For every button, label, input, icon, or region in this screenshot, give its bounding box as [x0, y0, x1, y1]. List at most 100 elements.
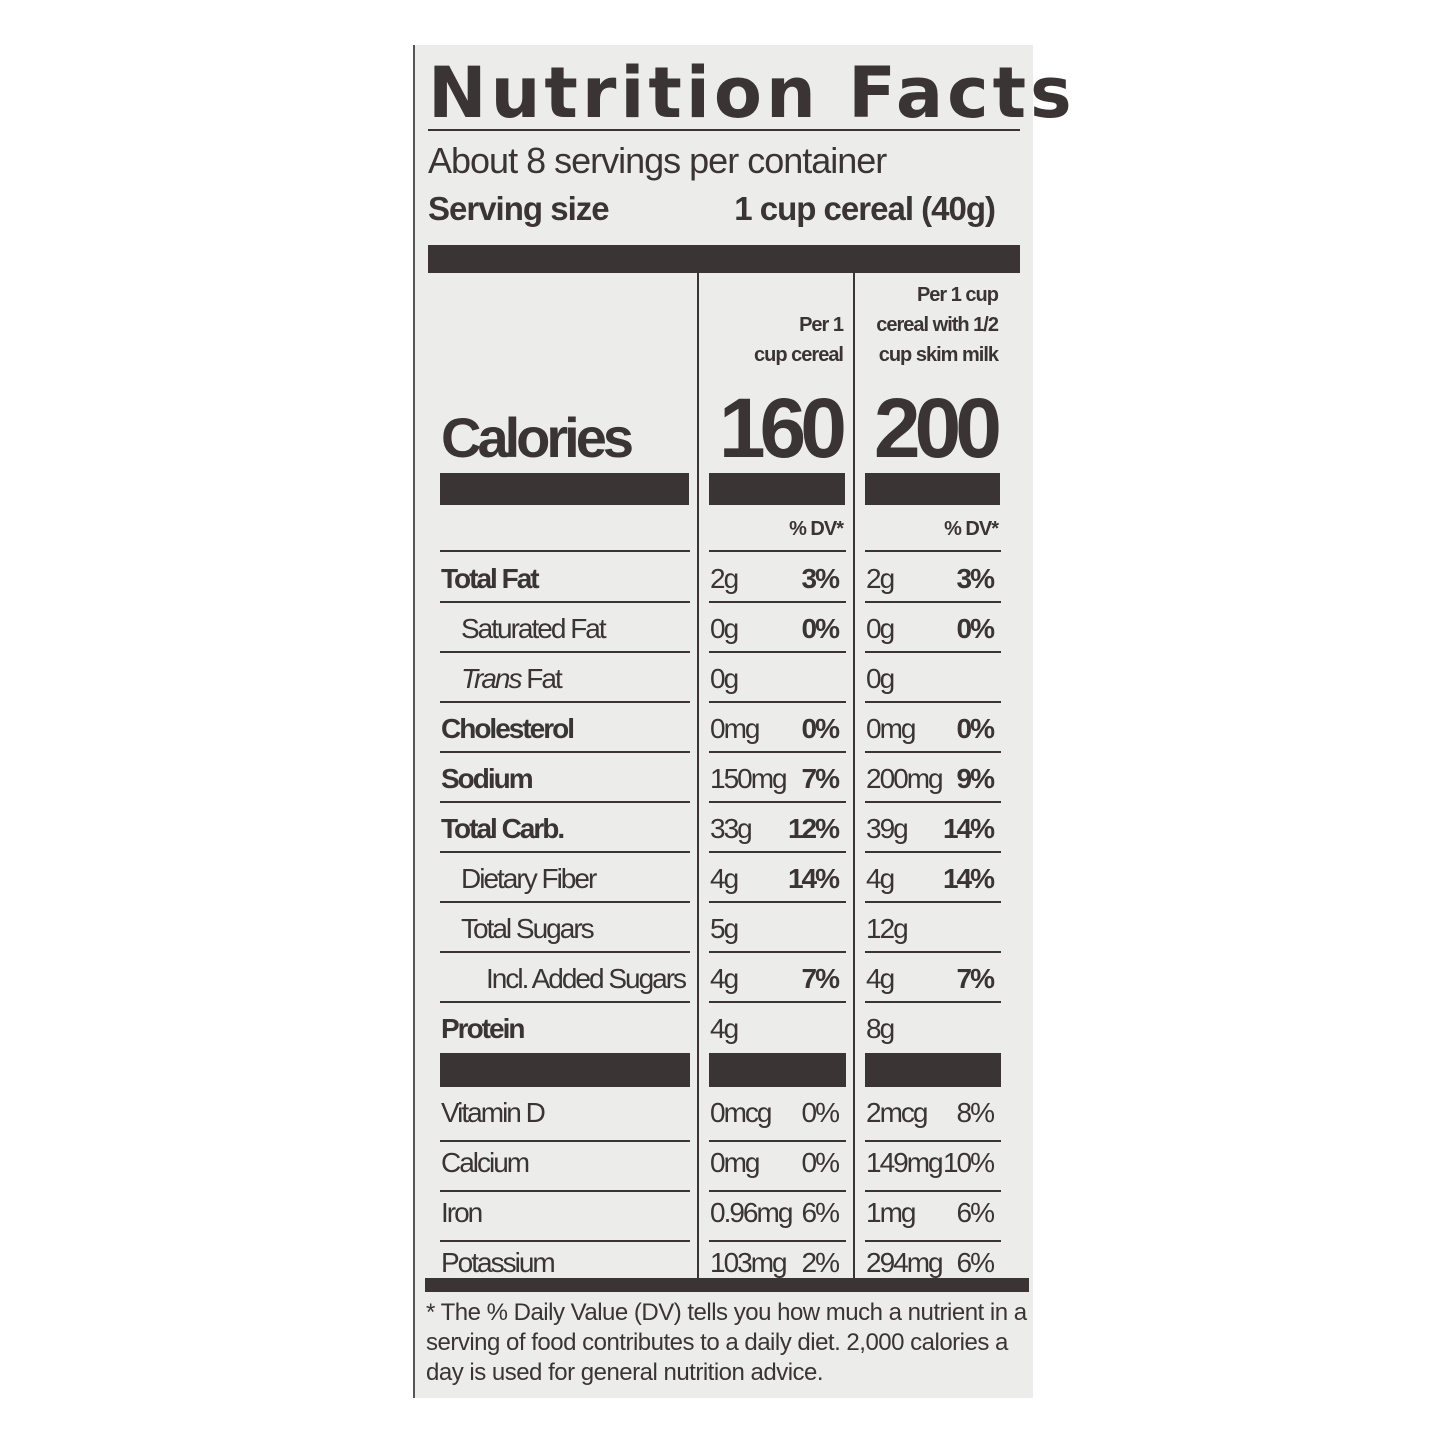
amount-cereal: 5g — [710, 913, 739, 944]
dv-cereal: 14% — [787, 863, 840, 894]
nutrient-name: Trans Fat — [461, 663, 563, 694]
dv-with-milk: 14% — [942, 863, 995, 894]
row-divider — [865, 701, 1001, 703]
dv-with-milk: 0% — [956, 613, 995, 644]
column-header-line: Per 1 — [799, 314, 844, 336]
column-header-line: cereal with 1/2 — [876, 314, 999, 336]
amount-with-milk: 4g — [866, 863, 895, 894]
vitamin-name: Calcium — [441, 1147, 530, 1178]
vitamin-name: Potassium — [441, 1247, 556, 1278]
amount-cereal: 0mcg — [710, 1097, 772, 1128]
dv-with-milk: 7% — [956, 963, 995, 994]
row-divider — [865, 851, 1001, 853]
row-divider — [865, 951, 1001, 953]
amount-cereal: 0g — [710, 663, 739, 694]
row-divider — [709, 1140, 846, 1142]
thick-bar — [428, 245, 1020, 273]
row-divider — [440, 801, 690, 803]
column-header-line: Per 1 cup — [916, 284, 999, 306]
amount-with-milk: 0mg — [866, 713, 916, 744]
amount-with-milk: 0g — [866, 613, 895, 644]
row-divider — [440, 851, 690, 853]
row-divider — [709, 701, 846, 703]
row-divider — [865, 550, 1001, 552]
footnote: * The % Daily Value (DV) tells you how m… — [426, 1299, 1027, 1386]
row-divider — [440, 1140, 690, 1142]
serving-size-label: Serving size — [428, 190, 610, 227]
column-divider — [697, 273, 699, 1278]
dv-with-milk: 9% — [956, 763, 995, 794]
amount-cereal: 0.96mg — [710, 1197, 793, 1228]
column-header-line: cup skim milk — [878, 344, 999, 366]
calories-cereal: 160 — [718, 381, 847, 475]
dv-cereal: 7% — [801, 963, 840, 994]
thick-bar — [440, 473, 689, 505]
row-divider — [865, 651, 1001, 653]
amount-cereal: 103mg — [710, 1247, 788, 1278]
row-divider — [865, 901, 1001, 903]
dv-cereal: 6% — [801, 1197, 840, 1228]
row-divider — [709, 801, 846, 803]
dv-cereal: 12% — [787, 813, 840, 844]
nutrient-name-italic: Trans — [461, 663, 522, 694]
row-divider — [440, 901, 690, 903]
calories-label: Calories — [441, 406, 634, 469]
dv-with-milk: 6% — [956, 1247, 995, 1278]
amount-with-milk: 294mg — [866, 1247, 944, 1278]
row-divider — [709, 601, 846, 603]
nutrient-name: Dietary Fiber — [461, 863, 597, 894]
row-divider — [865, 1140, 1001, 1142]
thick-bar — [865, 473, 1000, 505]
row-divider — [865, 1001, 1001, 1003]
nutrient-name: Total Carb. — [441, 813, 565, 844]
column-header-with-milk: Per 1 cup cereal with 1/2 cup skim milk — [876, 280, 999, 370]
label-title: Nutrition Facts — [428, 52, 1076, 134]
amount-cereal: 0mg — [710, 713, 760, 744]
nutrient-name: Incl. Added Sugars — [486, 963, 687, 994]
row-divider — [440, 951, 690, 953]
row-divider — [709, 1001, 846, 1003]
nutrient-name: Total Fat — [441, 563, 540, 594]
dv-cereal: 0% — [801, 613, 840, 644]
amount-cereal: 0mg — [710, 1147, 760, 1178]
dv-with-milk: 6% — [956, 1197, 995, 1228]
nutrient-name: Protein — [441, 1013, 525, 1044]
amount-cereal: 0g — [710, 613, 739, 644]
row-divider — [440, 751, 690, 753]
row-divider — [440, 1001, 690, 1003]
vitamin-name: Vitamin D — [441, 1097, 546, 1128]
dv-cereal: 2% — [801, 1247, 840, 1278]
dv-with-milk: 14% — [942, 813, 995, 844]
row-divider — [440, 701, 690, 703]
row-divider — [709, 851, 846, 853]
divider — [428, 129, 1020, 131]
dv-cereal: 7% — [801, 763, 840, 794]
row-divider — [865, 751, 1001, 753]
amount-cereal: 4g — [710, 963, 739, 994]
amount-with-milk: 0g — [866, 663, 895, 694]
row-divider — [865, 1190, 1001, 1192]
nutrient-name: Cholesterol — [441, 713, 575, 744]
dv-cereal: 0% — [801, 1097, 840, 1128]
row-divider — [709, 901, 846, 903]
dv-with-milk: 3% — [956, 563, 995, 594]
servings-per-container: About 8 servings per container — [428, 140, 887, 181]
dv-with-milk: 0% — [956, 713, 995, 744]
amount-with-milk: 4g — [866, 963, 895, 994]
row-divider — [440, 550, 690, 552]
row-divider — [440, 1240, 690, 1242]
nutrient-name: Sodium — [441, 763, 534, 794]
thick-bar — [425, 1278, 1029, 1292]
column-divider — [853, 273, 855, 1278]
row-divider — [709, 651, 846, 653]
thick-bar — [865, 1053, 1001, 1087]
amount-with-milk: 12g — [866, 913, 909, 944]
dv-cereal: 0% — [801, 1147, 840, 1178]
row-divider — [440, 651, 690, 653]
amount-cereal: 4g — [710, 1013, 739, 1044]
vitamin-name: Iron — [441, 1197, 483, 1228]
calories-with-milk: 200 — [873, 381, 1002, 475]
row-divider — [709, 1240, 846, 1242]
row-divider — [865, 1240, 1001, 1242]
amount-with-milk: 200mg — [866, 763, 944, 794]
